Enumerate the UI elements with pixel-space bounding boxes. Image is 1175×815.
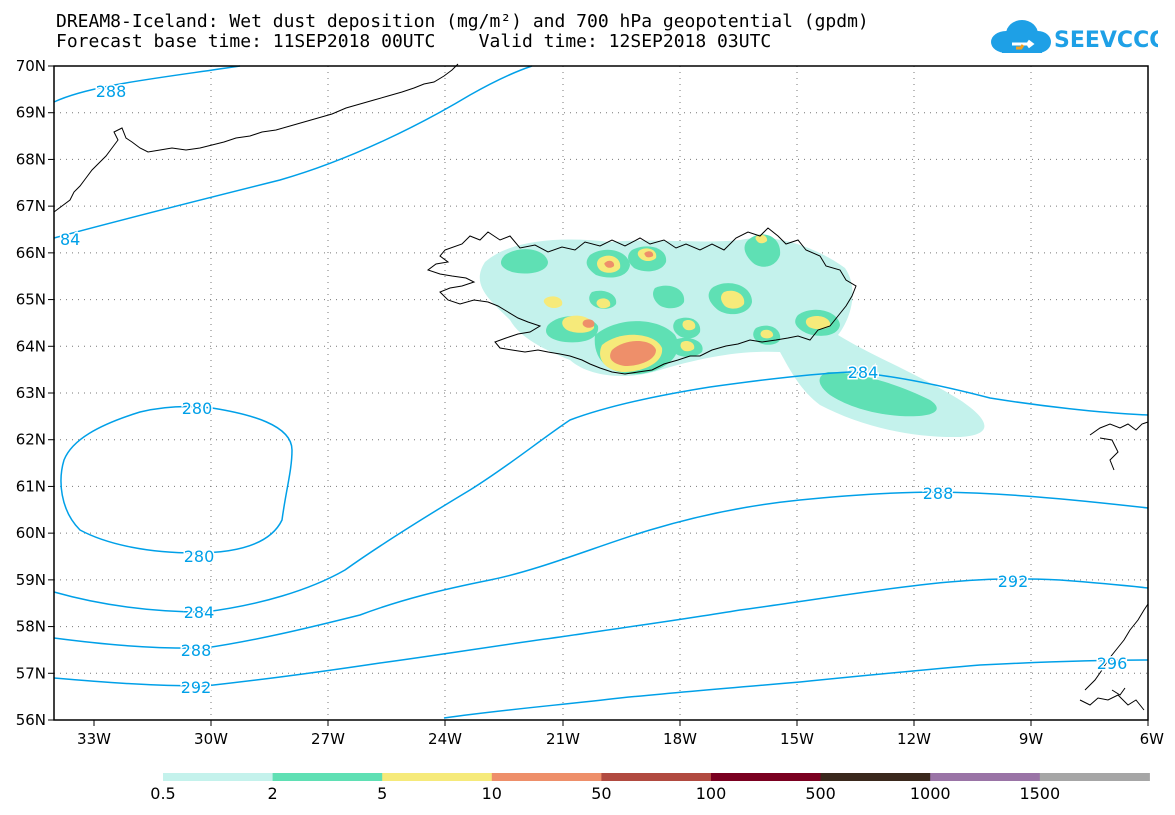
- contour-284-north: [53, 65, 533, 239]
- contour-labels: 288 84 280 280 284 284 288 288 292 292 296: [59, 81, 1129, 699]
- logo-text: SEEVCCC: [1054, 28, 1158, 53]
- colorbar-label: 50: [591, 784, 611, 803]
- dust-area-yellow: [596, 298, 611, 309]
- dust-area-yellow: [755, 234, 768, 244]
- colorbar-legend: 0.5 2 5 10 50 100 500 1000 1500: [150, 773, 1150, 803]
- lon-label: 15W: [780, 730, 814, 748]
- colorbar-label: 1500: [1019, 784, 1060, 803]
- colorbar-swatch: [930, 773, 1041, 781]
- lat-label: 61N: [16, 477, 46, 495]
- contour-288-south: [53, 491, 1149, 649]
- colorbar-label: 0.5: [150, 784, 175, 803]
- contour-label: 292: [998, 572, 1029, 591]
- dust-area-orange: [610, 341, 656, 366]
- colorbar-swatch: [711, 773, 822, 781]
- lat-label: 56N: [16, 711, 46, 729]
- contour-label: 288: [181, 641, 212, 660]
- dust-area-yellow: [805, 315, 831, 330]
- lat-label: 69N: [16, 104, 46, 122]
- map-subtitle: Forecast base time: 11SEP2018 00UTC Vali…: [56, 31, 772, 52]
- colorbar-label: 500: [805, 784, 836, 803]
- contour-280-loop: [60, 405, 293, 554]
- contour-label: 292: [181, 678, 212, 697]
- contour-label: 84: [60, 230, 80, 249]
- contour-label: 284: [184, 603, 215, 622]
- lat-label: 57N: [16, 664, 46, 682]
- lon-label: 18W: [663, 730, 697, 748]
- lat-label: 60N: [16, 524, 46, 542]
- dust-area-yellow: [721, 290, 745, 309]
- contour-label: 288: [923, 484, 954, 503]
- colorbar-swatch: [1039, 773, 1150, 781]
- lon-label: 33W: [77, 730, 111, 748]
- colorbar-label: 100: [696, 784, 727, 803]
- greenland-coastline: [53, 63, 459, 213]
- lat-label: 63N: [16, 384, 46, 402]
- colorbar-label: 2: [268, 784, 278, 803]
- colorbar-swatch: [272, 773, 383, 781]
- dust-deposition-field: [479, 234, 985, 438]
- colorbar-swatch: [491, 773, 602, 781]
- norway-coastline: [1079, 421, 1149, 711]
- seevccc-logo: SEEVCCC: [991, 20, 1158, 53]
- lon-label: 21W: [546, 730, 580, 748]
- lat-label: 70N: [16, 57, 46, 75]
- colorbar-swatch: [163, 773, 274, 781]
- lon-label: 12W: [897, 730, 931, 748]
- lat-label: 62N: [16, 431, 46, 449]
- contour-288-north: [53, 65, 241, 103]
- colorbar-swatch: [820, 773, 931, 781]
- latitude-labels: 70N 69N 68N 67N 66N 65N 64N 63N 62N 61N 60N 59N 58N 5…: [16, 57, 46, 729]
- longitude-labels: 33W 30W 27W 24W 21W 18W 15W 12W 9W 6W: [77, 730, 1164, 748]
- lon-label: 27W: [311, 730, 345, 748]
- gridlines: [54, 66, 1148, 720]
- dust-area-mid: [744, 234, 781, 267]
- colorbar-label: 5: [377, 784, 387, 803]
- lon-label: 9W: [1019, 730, 1044, 748]
- coastlines: [53, 63, 1149, 711]
- axis-ticks: [48, 65, 1149, 726]
- lon-label: 30W: [194, 730, 228, 748]
- colorbar-label: 10: [482, 784, 502, 803]
- contour-296: [443, 659, 1149, 719]
- lon-label: 24W: [428, 730, 462, 748]
- dust-area-yellow: [760, 329, 774, 339]
- lat-label: 68N: [16, 150, 46, 168]
- contour-label: 280: [182, 399, 213, 418]
- lat-label: 65N: [16, 291, 46, 309]
- dust-area-mid: [819, 372, 937, 417]
- contour-292: [53, 578, 1149, 687]
- contour-label: 296: [1097, 654, 1128, 673]
- lat-label: 59N: [16, 571, 46, 589]
- iceland-coastline: [426, 227, 857, 375]
- dust-area-orange: [604, 260, 615, 268]
- dust-area-mid: [500, 249, 548, 274]
- dust-area-yellow: [680, 340, 695, 352]
- contour-label: 280: [184, 547, 215, 566]
- geopotential-contours: [53, 65, 1149, 719]
- dust-area-orange: [644, 251, 654, 258]
- contour-284-south: [53, 371, 1149, 613]
- colorbar-swatch: [601, 773, 712, 781]
- lat-label: 64N: [16, 337, 46, 355]
- lat-label: 67N: [16, 197, 46, 215]
- lat-label: 58N: [16, 618, 46, 636]
- contour-label: 284: [848, 363, 879, 382]
- dust-area-yellow: [682, 319, 696, 331]
- dust-area-yellow: [543, 296, 563, 308]
- map-title: DREAM8-Iceland: Wet dust deposition (mg/…: [56, 11, 869, 32]
- colorbar-label: 1000: [910, 784, 951, 803]
- cloud-icon: [991, 20, 1051, 53]
- lat-label: 66N: [16, 244, 46, 262]
- colorbar-swatch: [382, 773, 493, 781]
- contour-label: 288: [96, 82, 127, 101]
- lon-label: 6W: [1140, 730, 1165, 748]
- dust-area-mid: [653, 285, 685, 309]
- dust-area-orange: [582, 319, 595, 328]
